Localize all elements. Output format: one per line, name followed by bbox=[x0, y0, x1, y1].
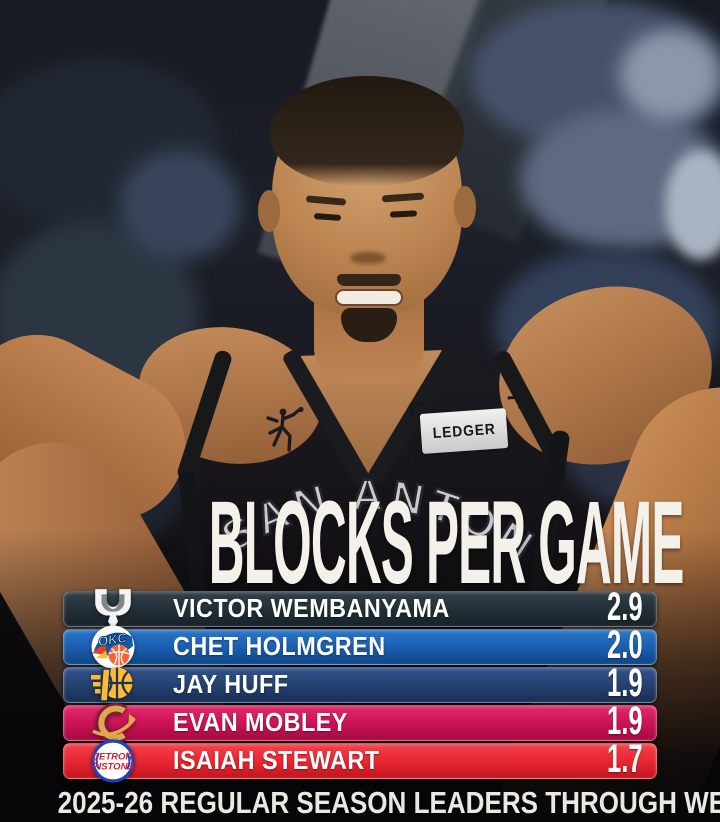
player-goatee bbox=[341, 308, 397, 342]
table-row: VICTOR WEMBANYAMA 2.9 bbox=[63, 585, 657, 630]
jumpman-logo-icon bbox=[266, 406, 304, 452]
player-smile bbox=[335, 289, 403, 306]
spurs-logo-icon bbox=[90, 586, 136, 632]
stat-value: 1.9 bbox=[607, 661, 643, 706]
stat-value: 1.9 bbox=[607, 699, 643, 744]
patch-corner-bracket bbox=[409, 402, 424, 417]
crowd-blur bbox=[620, 30, 720, 120]
pistons-logo-text-1: DETROIT bbox=[92, 752, 135, 763]
player-name: JAY HUFF bbox=[173, 668, 289, 699]
crowd-blur bbox=[665, 150, 720, 260]
table-row: OKC CHET HOLMGREN 2.0 bbox=[63, 623, 657, 669]
table-row: JAY HUFF 1.9 bbox=[63, 661, 657, 705]
leaderboard-table: VICTOR WEMBANYAMA 2.9 OKC CHET HOLMGREN … bbox=[63, 585, 657, 783]
player-name: EVAN MOBLEY bbox=[173, 706, 348, 737]
player-name: CHET HOLMGREN bbox=[173, 630, 386, 661]
patch-corner-bracket bbox=[507, 395, 522, 410]
thunder-logo-icon: OKC bbox=[90, 624, 136, 670]
cavaliers-logo-icon: C bbox=[90, 700, 136, 746]
player-name: VICTOR WEMBANYAMA bbox=[173, 592, 450, 623]
pacers-logo-icon bbox=[90, 662, 136, 708]
footer-caption: 2025-26 REGULAR SEASON LEADERS THROUGH W… bbox=[57, 785, 720, 820]
okc-logo-text: OKC bbox=[97, 630, 128, 649]
stat-value: 1.7 bbox=[607, 737, 643, 782]
player-nose-shadow bbox=[350, 252, 386, 264]
patch-corner-bracket bbox=[413, 450, 428, 465]
crowd-blur bbox=[120, 150, 240, 260]
page-title: BLOCKS PER GAME bbox=[208, 477, 685, 609]
stat-value: 2.0 bbox=[607, 623, 643, 668]
table-row: DETROIT PISTONS ISAIAH STEWART 1.7 bbox=[63, 737, 657, 783]
player-name: ISAIAH STEWART bbox=[173, 744, 380, 775]
player-ear bbox=[258, 190, 280, 232]
patch-corner-bracket bbox=[511, 443, 526, 458]
player-ear bbox=[454, 186, 476, 228]
stat-value: 2.9 bbox=[607, 585, 643, 630]
player-hair bbox=[270, 76, 464, 186]
pistons-logo-text-2: PISTONS bbox=[92, 762, 134, 773]
patch-label: LEDGER bbox=[431, 420, 497, 442]
player-mustache bbox=[337, 274, 401, 286]
pistons-logo-icon: DETROIT PISTONS bbox=[90, 738, 136, 784]
jersey-sponsor-patch: LEDGER bbox=[419, 408, 509, 454]
table-row: C EVAN MOBLEY 1.9 bbox=[63, 699, 657, 743]
